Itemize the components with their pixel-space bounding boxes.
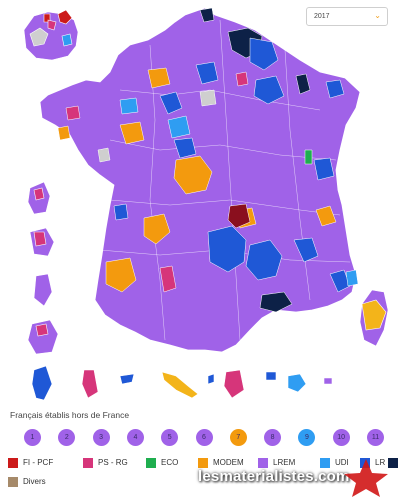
- abroad-circle-9[interactable]: 9: [298, 429, 316, 446]
- year-value: 2017: [314, 13, 330, 20]
- overseas-bottom[interactable]: [31, 365, 333, 401]
- abroad-circle-6[interactable]: 6: [195, 429, 213, 446]
- abroad-circle-2[interactable]: 2: [58, 429, 76, 446]
- legend-swatch: [320, 458, 330, 468]
- chevron-down-icon: ⌄: [374, 11, 381, 20]
- abroad-circle-3[interactable]: 3: [92, 429, 110, 446]
- legend-swatch: [146, 458, 156, 468]
- legend-swatch: [388, 458, 398, 468]
- legend-label: FI - PCF: [23, 458, 54, 467]
- legend-label: LREM: [273, 458, 296, 467]
- legend-label: Divers: [23, 477, 46, 486]
- legend-label: UDI: [335, 458, 349, 467]
- paris-inset[interactable]: [23, 9, 79, 61]
- legend-swatch: [8, 477, 18, 487]
- star-icon: [344, 459, 388, 497]
- legend-swatch: [198, 458, 208, 468]
- abroad-circle-4[interactable]: 4: [126, 429, 144, 446]
- abroad-circle-5[interactable]: 5: [161, 429, 179, 446]
- abroad-circle-10[interactable]: 10: [332, 429, 350, 446]
- legend-swatch: [8, 458, 18, 468]
- abroad-circle-8[interactable]: 8: [264, 429, 282, 446]
- abroad-circle-1[interactable]: 1: [24, 429, 41, 446]
- year-select[interactable]: 2017 ⌄: [306, 7, 388, 26]
- legend-label: LR: [375, 458, 386, 467]
- legend-label: ECO: [161, 458, 179, 467]
- legend-label: MODEM: [213, 458, 244, 467]
- metropolitan-france[interactable]: [39, 7, 361, 353]
- legend-swatch: [258, 458, 268, 468]
- corsica[interactable]: [359, 289, 389, 347]
- abroad-circle-11[interactable]: 11: [367, 429, 384, 446]
- abroad-title: Français établis hors de France: [10, 410, 130, 420]
- watermark: lesmaterialistes.com: [198, 459, 398, 497]
- watermark-text: lesmaterialistes.com: [198, 468, 350, 485]
- legend-row-2: Divers: [8, 476, 400, 490]
- overseas-left[interactable]: [27, 181, 59, 355]
- abroad-circle-7[interactable]: 7: [229, 429, 247, 446]
- legend-label: PS - RG: [98, 458, 128, 467]
- legend-swatch: [83, 458, 93, 468]
- election-map[interactable]: [0, 0, 400, 405]
